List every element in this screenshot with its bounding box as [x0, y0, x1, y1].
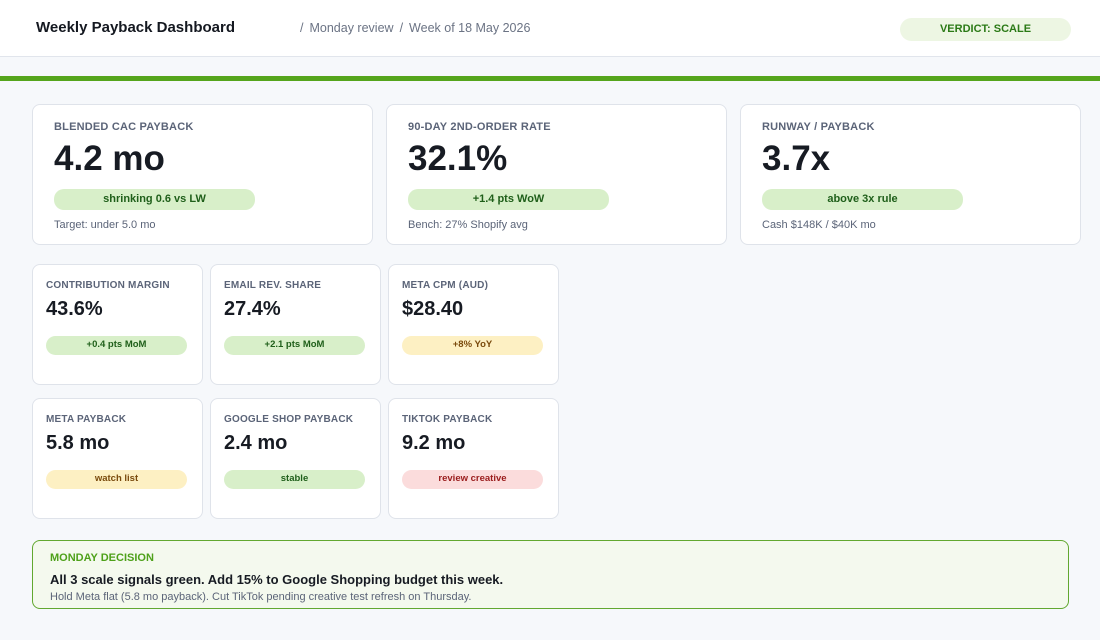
kpi-card-runway-payback: RUNWAY / PAYBACK 3.7x above 3x rule Cash…: [740, 104, 1081, 245]
decision-label: MONDAY DECISION: [50, 552, 154, 564]
top-bar: Weekly Payback Dashboard / Monday review /…: [0, 0, 1100, 57]
accent-divider: [0, 76, 1100, 81]
metric-badge: +8% YoY: [402, 336, 543, 355]
kpi-value: 32.1%: [408, 139, 508, 178]
decision-headline: All 3 scale signals green. Add 15% to Go…: [50, 572, 504, 587]
kpi-card-cac-payback: BLENDED CAC PAYBACK 4.2 mo shrinking 0.6…: [32, 104, 373, 245]
metric-badge: +0.4 pts MoM: [46, 336, 187, 355]
channel-card-google-shop-payback: GOOGLE SHOP PAYBACK 2.4 mo stable: [210, 398, 381, 519]
metric-label: CONTRIBUTION MARGIN: [46, 280, 170, 291]
channel-badge: watch list: [46, 470, 187, 489]
channel-badge: stable: [224, 470, 365, 489]
channel-card-meta-payback: META PAYBACK 5.8 mo watch list: [32, 398, 203, 519]
kpi-label: BLENDED CAC PAYBACK: [54, 121, 194, 133]
breadcrumb-item-week[interactable]: Week of 18 May 2026: [409, 21, 531, 35]
verdict-badge: VERDICT: SCALE: [900, 18, 1071, 41]
decision-detail: Hold Meta flat (5.8 mo payback). Cut Tik…: [50, 591, 472, 603]
channel-label: GOOGLE SHOP PAYBACK: [224, 414, 354, 425]
breadcrumb: / Monday review / Week of 18 May 2026: [300, 21, 530, 35]
kpi-badge: above 3x rule: [762, 189, 963, 210]
kpi-card-second-order-rate: 90-DAY 2ND-ORDER RATE 32.1% +1.4 pts WoW…: [386, 104, 727, 245]
metric-badge: +2.1 pts MoM: [224, 336, 365, 355]
kpi-note: Bench: 27% Shopify avg: [408, 219, 528, 231]
kpi-note: Target: under 5.0 mo: [54, 219, 156, 231]
channel-value: 5.8 mo: [46, 432, 110, 454]
kpi-badge: +1.4 pts WoW: [408, 189, 609, 210]
kpi-note: Cash $148K / $40K mo: [762, 219, 876, 231]
metric-card-meta-cpm: META CPM (AUD) $28.40 +8% YoY: [388, 264, 559, 385]
monday-decision-callout: MONDAY DECISION All 3 scale signals gree…: [32, 540, 1069, 609]
kpi-label: RUNWAY / PAYBACK: [762, 121, 875, 133]
channel-value: 2.4 mo: [224, 432, 288, 454]
metric-card-email-rev-share: EMAIL REV. SHARE 27.4% +2.1 pts MoM: [210, 264, 381, 385]
channel-value: 9.2 mo: [402, 432, 466, 454]
metric-label: META CPM (AUD): [402, 280, 489, 291]
kpi-label: 90-DAY 2ND-ORDER RATE: [408, 121, 551, 133]
channel-badge: review creative: [402, 470, 543, 489]
app-title: Weekly Payback Dashboard: [36, 19, 235, 36]
kpi-value: 4.2 mo: [54, 139, 165, 178]
breadcrumb-item-review[interactable]: Monday review: [309, 21, 394, 35]
breadcrumb-separator: /: [300, 21, 304, 35]
channel-card-tiktok-payback: TIKTOK PAYBACK 9.2 mo review creative: [388, 398, 559, 519]
kpi-badge: shrinking 0.6 vs LW: [54, 189, 255, 210]
metric-label: EMAIL REV. SHARE: [224, 280, 322, 291]
kpi-value: 3.7x: [762, 139, 831, 178]
metric-value: 27.4%: [224, 298, 281, 320]
channel-label: TIKTOK PAYBACK: [402, 414, 493, 425]
metric-value: $28.40: [402, 298, 464, 320]
metric-value: 43.6%: [46, 298, 103, 320]
breadcrumb-separator: /: [399, 21, 404, 35]
channel-label: META PAYBACK: [46, 414, 127, 425]
metric-card-contribution-margin: CONTRIBUTION MARGIN 43.6% +0.4 pts MoM: [32, 264, 203, 385]
